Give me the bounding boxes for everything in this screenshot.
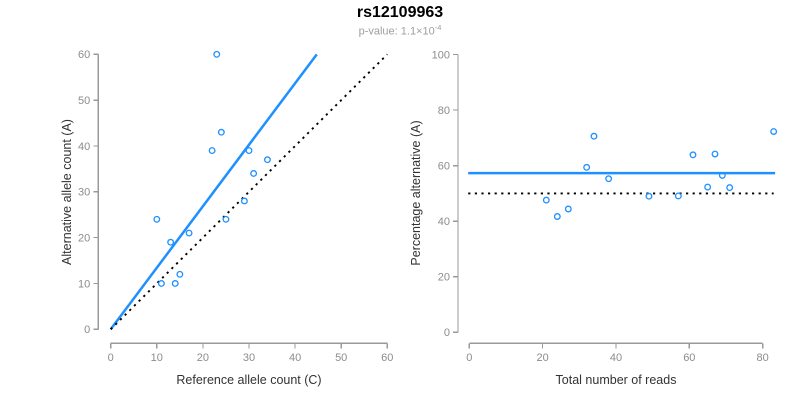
panel1-x-tick-label: 30 — [243, 352, 255, 364]
panel1-y-tick-label: 0 — [84, 324, 90, 336]
panel2-data-point — [674, 192, 682, 200]
panel1-data-point — [176, 270, 184, 278]
panel2-data-point — [704, 183, 712, 191]
panel2-data-point — [605, 175, 613, 183]
panel2-data-point — [770, 128, 778, 135]
panel1-x-tick-label: 10 — [151, 352, 163, 364]
panel2-y-tick-label: 100 — [432, 49, 450, 61]
panel2-x-tick-label: 0 — [466, 352, 472, 364]
panel1-identity-line — [110, 53, 388, 330]
panel1-data-point — [263, 156, 271, 164]
panel2-x-axis-title: Total number of reads — [556, 373, 677, 387]
panel2-data-point — [564, 205, 572, 213]
panel2-y-tick-label: 20 — [438, 272, 450, 284]
panel2-y-tick-label: 60 — [438, 160, 450, 172]
panel1-data-point — [217, 128, 225, 136]
panel1-y-tick-label: 60 — [78, 49, 90, 61]
panel1-data-point — [250, 170, 258, 177]
panel1-x-tick-label: 60 — [381, 352, 393, 364]
panel1-data-point — [240, 197, 248, 205]
panel2-x-tick-label: 20 — [537, 352, 549, 364]
panel1-data-point — [213, 50, 221, 58]
panel1-data-point — [185, 229, 193, 237]
panel2-data-point — [553, 213, 561, 220]
panel2-data-point — [590, 132, 598, 140]
panel2-data-point — [645, 192, 653, 200]
panel2-data-point — [542, 196, 550, 204]
panel2-data-point — [583, 163, 591, 171]
panel2-data-point — [726, 184, 734, 192]
panel2-y-tick-label: 80 — [438, 105, 450, 117]
panel1-x-tick-label: 20 — [197, 352, 209, 364]
panel1-y-tick-label: 30 — [78, 187, 90, 199]
panel1-data-point — [245, 147, 253, 155]
panel1-y-axis-title: Alternative allele count (A) — [60, 119, 74, 265]
panel2-x-tick-label: 40 — [610, 352, 622, 364]
panel2-data-point — [711, 150, 719, 158]
panel2-x-tick-label: 60 — [683, 352, 695, 364]
panel1-y-tick-label: 50 — [78, 95, 90, 107]
panel2-data-point — [689, 151, 697, 159]
panel2-y-tick-label: 0 — [444, 327, 450, 339]
panel1-data-point — [208, 147, 216, 155]
panel2-x-tick-label: 80 — [757, 352, 769, 364]
panel1-x-tick-label: 50 — [335, 352, 347, 364]
panel2-y-tick-label: 40 — [438, 216, 450, 228]
panel1-x-tick-label: 0 — [108, 352, 114, 364]
panel1-fitted-ratio-line — [109, 53, 318, 331]
panel1-x-tick-label: 40 — [289, 352, 301, 364]
panel1-data-point — [167, 238, 175, 246]
panel2-y-axis-title: Percentage alternative (A) — [409, 120, 423, 265]
panel1-y-tick-label: 20 — [78, 232, 90, 244]
panel1-x-axis-title: Reference allele count (C) — [176, 373, 321, 387]
panel1-data-point — [222, 215, 230, 223]
panel1-data-point — [171, 280, 179, 287]
panel1-data-point — [157, 280, 165, 287]
panel1-y-tick-label: 10 — [78, 278, 90, 290]
panel1-y-tick-label: 40 — [78, 141, 90, 153]
panel1-data-point — [153, 215, 161, 223]
panel2-data-point — [718, 171, 726, 179]
